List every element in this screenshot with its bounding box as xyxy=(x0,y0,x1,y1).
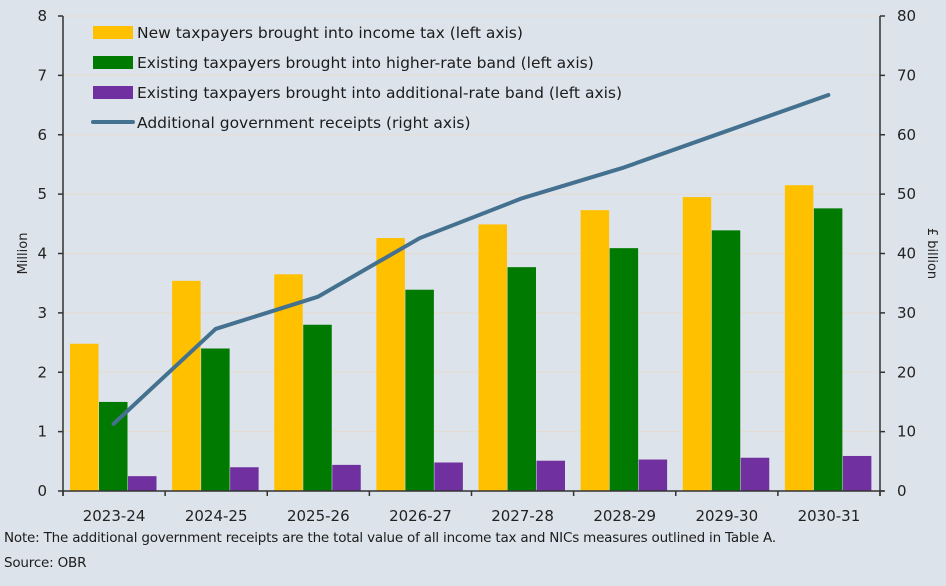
right-tick-label: 30 xyxy=(897,304,916,322)
bar-higher-rate xyxy=(201,348,230,491)
left-tick-label: 3 xyxy=(37,304,47,322)
left-axis-title: Million xyxy=(16,233,31,275)
legend-swatch xyxy=(93,86,133,99)
x-tick-label: 2025-26 xyxy=(287,507,350,525)
legend-swatch xyxy=(93,26,133,39)
legend: New taxpayers brought into income tax (l… xyxy=(91,24,622,132)
bar-new-taxpayers xyxy=(70,343,99,491)
left-tick-label: 5 xyxy=(37,185,47,203)
bar-new-taxpayers xyxy=(784,185,814,491)
receipts-line xyxy=(111,92,831,426)
bar-additional-rate xyxy=(128,476,157,491)
left-tick-label: 4 xyxy=(37,245,47,263)
legend-label: Additional government receipts (right ax… xyxy=(137,114,471,132)
bar-higher-rate xyxy=(303,324,332,491)
left-tick-label: 7 xyxy=(37,66,47,84)
legend-swatch xyxy=(93,56,133,69)
bar-additional-rate xyxy=(638,459,668,491)
chart-source: Source: OBR xyxy=(4,555,87,571)
right-tick-label: 80 xyxy=(897,7,916,25)
right-tick-label: 20 xyxy=(897,363,916,381)
right-tick-label: 70 xyxy=(897,66,916,84)
bar-additional-rate xyxy=(230,467,259,491)
bar-higher-rate xyxy=(813,208,843,491)
left-tick-label: 6 xyxy=(37,126,47,144)
receipts-line-path xyxy=(111,92,831,426)
bar-additional-rate xyxy=(434,462,463,491)
x-tick-label: 2027-28 xyxy=(491,507,554,525)
x-tick-label: 2029-30 xyxy=(695,507,758,525)
bar-new-taxpayers xyxy=(376,238,405,491)
left-tick-label: 2 xyxy=(37,363,47,381)
bar-higher-rate xyxy=(507,267,536,491)
right-axis-title: £ billion xyxy=(924,228,939,279)
left-tick-label: 0 xyxy=(37,482,47,500)
right-tick-label: 60 xyxy=(897,126,916,144)
bar-additional-rate xyxy=(536,460,565,491)
chart-note: Note: The additional government receipts… xyxy=(4,530,776,546)
x-tick-label: 2030-31 xyxy=(798,507,861,525)
bar-new-taxpayers xyxy=(172,280,201,491)
right-tick-label: 40 xyxy=(897,245,916,263)
bar-new-taxpayers xyxy=(682,197,712,491)
bar-additional-rate xyxy=(740,457,770,491)
right-tick-label: 0 xyxy=(897,482,907,500)
x-tick-label: 2026-27 xyxy=(389,507,452,525)
right-tick-label: 10 xyxy=(897,423,916,441)
bar-higher-rate xyxy=(711,230,741,491)
right-tick-label: 50 xyxy=(897,185,916,203)
x-tick-label: 2024-25 xyxy=(185,507,248,525)
legend-label: Existing taxpayers brought into higher-r… xyxy=(137,54,594,72)
bar-higher-rate xyxy=(609,248,639,491)
x-tick-label: 2028-29 xyxy=(593,507,656,525)
bars xyxy=(70,185,872,491)
bar-new-taxpayers xyxy=(478,224,507,491)
x-tick-label: 2023-24 xyxy=(83,507,146,525)
bar-new-taxpayers xyxy=(580,210,610,491)
bar-additional-rate xyxy=(332,464,361,491)
bar-higher-rate xyxy=(405,289,434,491)
bar-additional-rate xyxy=(842,455,872,491)
legend-label: New taxpayers brought into income tax (l… xyxy=(137,24,523,42)
legend-label: Existing taxpayers brought into addition… xyxy=(137,84,622,102)
left-tick-label: 8 xyxy=(37,7,47,25)
left-tick-label: 1 xyxy=(37,423,47,441)
